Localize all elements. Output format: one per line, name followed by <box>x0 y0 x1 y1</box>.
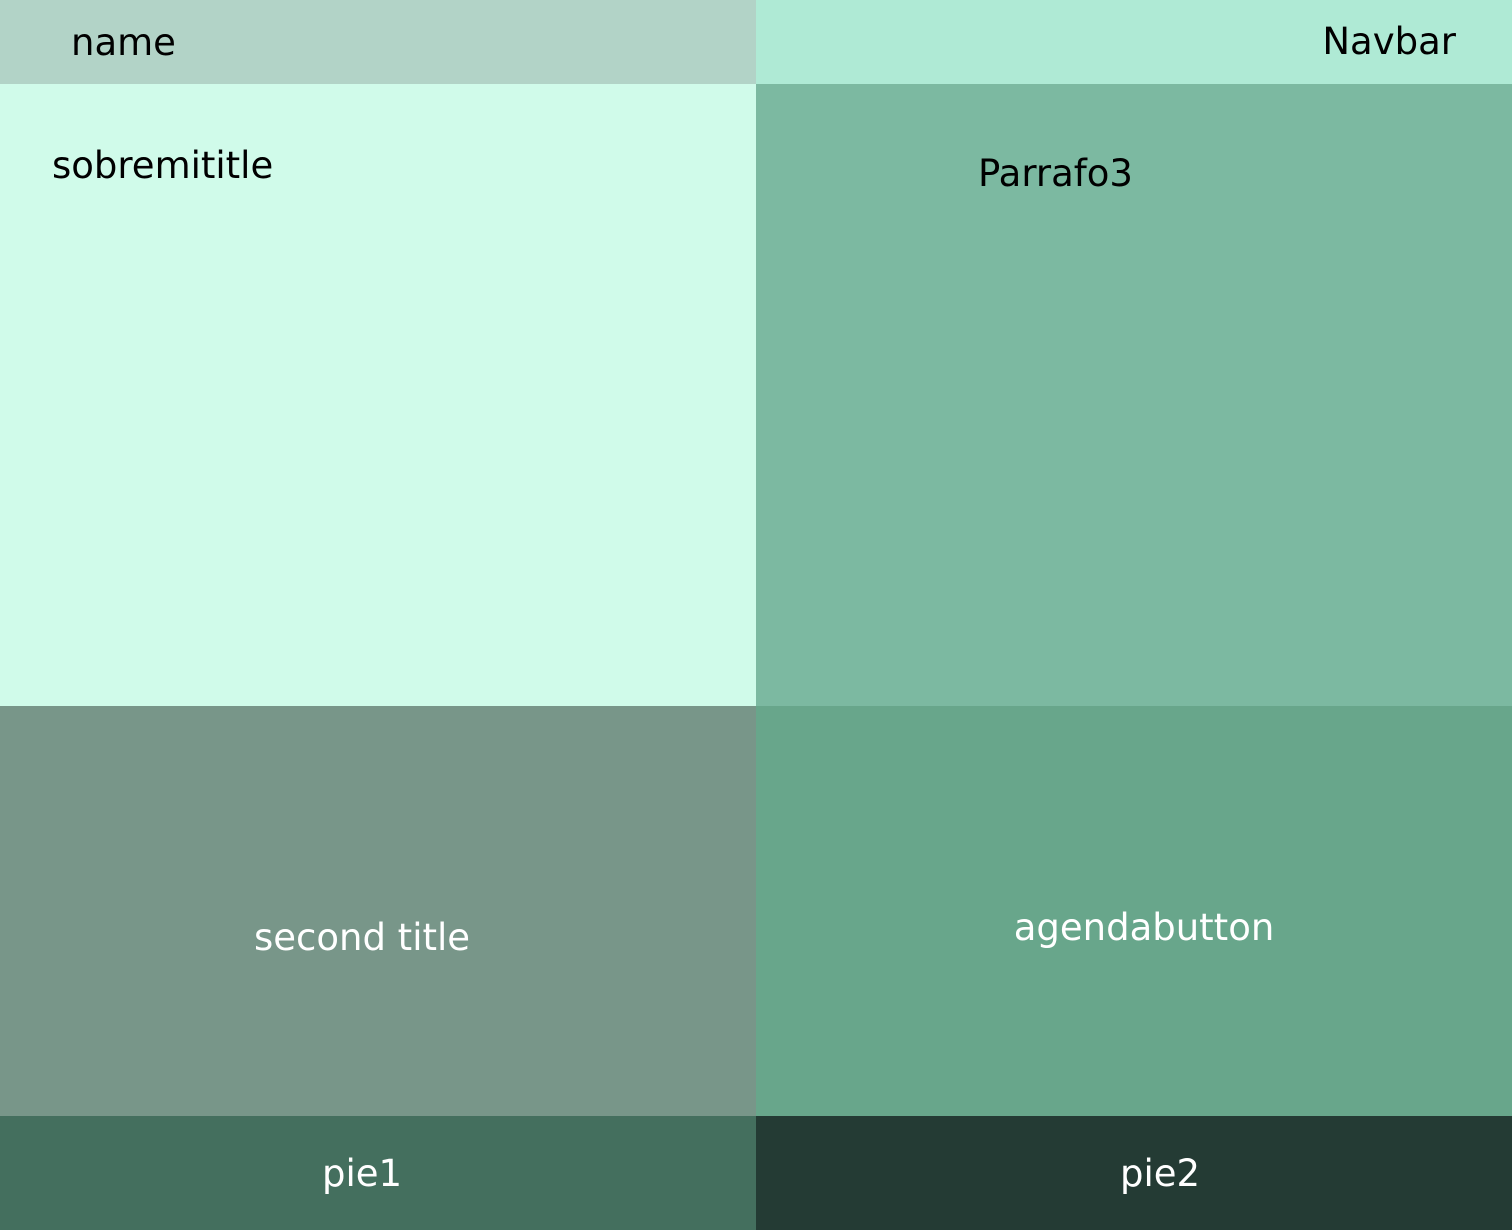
pie1-label: pie1 <box>321 1152 403 1195</box>
pie2-label: pie2 <box>1119 1152 1201 1195</box>
navbar-area: Navbar <box>756 0 1512 84</box>
sobremititle-area: sobremititle <box>0 84 756 706</box>
agenda-button[interactable]: agendabutton <box>756 706 1512 1116</box>
name-area: name <box>0 0 756 84</box>
name-label: name <box>71 21 176 64</box>
navbar-label: Navbar <box>1322 20 1456 63</box>
parrafo3-area: Parrafo3 <box>756 84 1512 706</box>
footer-pie1: pie1 <box>0 1116 756 1230</box>
second-title-area: second title <box>0 706 756 1116</box>
parrafo3-label: Parrafo3 <box>978 152 1133 195</box>
agenda-button-label: agendabutton <box>1013 906 1275 949</box>
sobremititle-label: sobremititle <box>52 144 274 187</box>
footer-pie2: pie2 <box>756 1116 1512 1230</box>
second-title-label: second title <box>253 916 471 959</box>
